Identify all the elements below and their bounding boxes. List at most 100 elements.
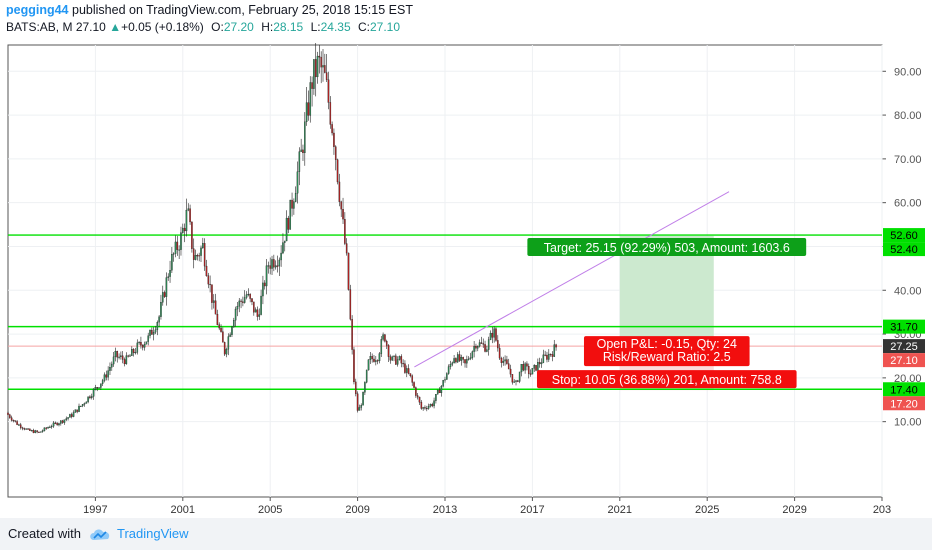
candle-body — [138, 342, 140, 344]
candle-body — [19, 424, 22, 428]
candle-body — [369, 356, 372, 360]
candle-body — [145, 341, 148, 345]
price-axis-badge-label: 52.40 — [890, 244, 918, 256]
candle-body — [27, 428, 29, 430]
candle-body — [404, 363, 406, 373]
candle-body — [475, 346, 477, 349]
candle-body — [351, 318, 353, 350]
candle-body — [520, 364, 523, 373]
candle-body — [320, 56, 322, 68]
candle-body — [260, 295, 262, 315]
close-value: 27.10 — [369, 20, 400, 34]
candle-body — [127, 355, 129, 357]
candle-body — [143, 344, 146, 348]
candle-body — [49, 426, 51, 428]
candle-body — [196, 255, 199, 257]
candle-body — [30, 430, 33, 432]
candle-body — [329, 102, 332, 125]
symbol-label[interactable]: BATS:AB, M — [6, 20, 73, 34]
created-with-text: Created with — [8, 526, 81, 541]
y-tick-label: 90.00 — [894, 66, 922, 78]
candle-body — [140, 342, 142, 346]
candle-body — [491, 332, 494, 338]
candle-body — [203, 243, 206, 267]
candle-body — [7, 412, 9, 415]
candle-body — [132, 349, 135, 353]
up-arrow-icon: ▲ — [109, 20, 122, 34]
price-chart[interactable]: 10.0020.0030.0040.0050.0060.0070.0080.00… — [6, 43, 926, 518]
price-axis-badge-label: 52.60 — [890, 230, 918, 242]
candle-body — [158, 316, 160, 323]
price-axis-badge-label: 17.20 — [890, 398, 918, 410]
candle-body — [487, 339, 490, 350]
candle-body — [458, 354, 461, 361]
candle-body — [444, 379, 446, 381]
price-axis-badge-label: 27.25 — [890, 341, 918, 353]
candle-body — [263, 282, 266, 287]
candle-body — [507, 363, 510, 370]
candle-body — [18, 424, 20, 426]
risk-reward-label-text: Risk/Reward Ratio: 2.5 — [603, 350, 731, 364]
candle-body — [114, 350, 117, 358]
candle-body — [426, 408, 428, 410]
candle-body — [161, 292, 164, 303]
candle-body — [418, 396, 421, 403]
target-label-text: Target: 25.15 (92.29%) 503, Amount: 1603… — [544, 241, 790, 255]
candle-body — [518, 371, 521, 382]
candle-body — [384, 334, 386, 342]
candle-body — [76, 409, 78, 412]
candle-body — [205, 265, 208, 276]
candle-body — [183, 227, 186, 232]
candle-body — [517, 380, 519, 382]
candle-body — [302, 149, 304, 154]
candle-body — [451, 362, 454, 365]
candle-body — [371, 356, 373, 360]
candle-body — [83, 403, 86, 405]
candle-body — [515, 380, 517, 382]
candle-body — [67, 417, 69, 419]
price-axis-badge — [883, 319, 925, 334]
tradingview-brand[interactable]: TradingView — [117, 526, 189, 541]
candle-body — [296, 171, 299, 194]
candle-body — [291, 199, 293, 209]
candle-body — [167, 276, 170, 278]
candle-body — [282, 242, 284, 254]
candle-body — [225, 348, 228, 355]
publish-info: published on TradingView.com, February 2… — [72, 3, 413, 17]
candle-body — [446, 373, 448, 380]
candle-body — [289, 199, 292, 230]
tradingview-cloud-icon[interactable] — [88, 527, 112, 541]
price-axis-badge — [883, 382, 925, 397]
candle-body — [509, 368, 512, 375]
candle-body — [154, 329, 157, 333]
candle-body — [23, 428, 26, 430]
candle-body — [356, 393, 359, 411]
candle-body — [438, 389, 441, 394]
candle-body — [467, 358, 470, 360]
candle-body — [89, 396, 91, 399]
candle-body — [192, 248, 195, 260]
candle-body — [112, 356, 115, 365]
candle-body — [385, 341, 388, 346]
candle-body — [98, 387, 100, 389]
author-link[interactable]: pegging44 — [6, 3, 69, 17]
candle-body — [25, 428, 27, 430]
candle-body — [87, 396, 89, 403]
candle-body — [416, 395, 419, 398]
candle-body — [364, 382, 366, 393]
candle-body — [116, 350, 119, 358]
candle-body — [100, 383, 102, 388]
candle-body — [278, 259, 281, 267]
candle-body — [65, 418, 68, 420]
candle-body — [96, 387, 99, 389]
candle-body — [524, 363, 526, 371]
candle-body — [152, 331, 155, 335]
candle-body — [380, 339, 383, 354]
candle-body — [500, 357, 503, 363]
x-tick-label: 2001 — [171, 504, 195, 516]
price-axis-badge — [883, 339, 925, 354]
candle-body — [61, 420, 64, 423]
candle-body — [198, 255, 200, 257]
chart-header: pegging44 published on TradingView.com, … — [6, 2, 926, 36]
candle-body — [136, 342, 139, 353]
